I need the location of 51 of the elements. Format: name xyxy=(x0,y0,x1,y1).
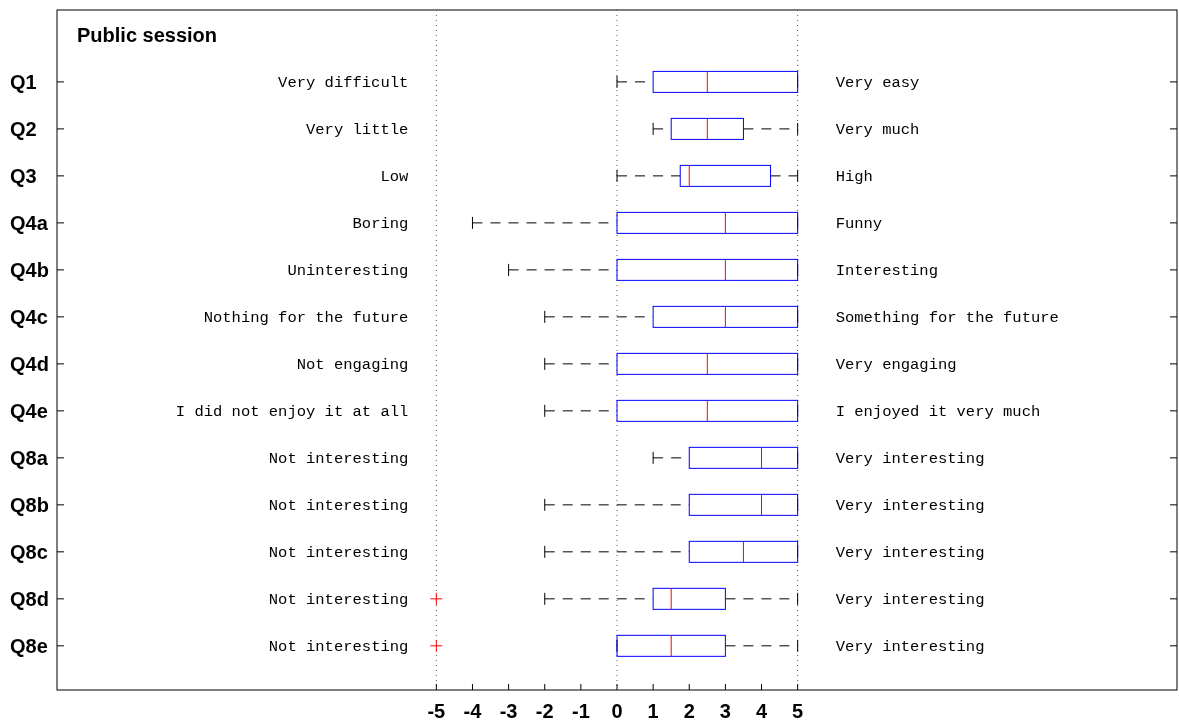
annotation: Not interesting xyxy=(268,496,409,515)
annotation: Not interesting xyxy=(268,449,409,468)
y-tick-label: Q3 xyxy=(10,164,37,187)
annotation: Very interesting xyxy=(835,590,985,609)
y-tick-label: Q4b xyxy=(10,258,49,281)
annotation: Very engaging xyxy=(835,355,957,374)
y-tick-label: Q8a xyxy=(10,446,49,469)
y-tick-label: Q8c xyxy=(10,540,48,563)
y-tick-label: Q4d xyxy=(10,352,49,375)
x-tick-label: 0 xyxy=(611,700,623,722)
annotation: Very much xyxy=(835,120,920,139)
x-tick-label: -3 xyxy=(499,700,518,722)
chart-title: Public session xyxy=(77,24,218,46)
annotation: High xyxy=(835,167,873,186)
y-tick-label: Q8b xyxy=(10,493,49,516)
y-tick-label: Q4c xyxy=(10,305,48,328)
x-tick-label: 2 xyxy=(683,700,695,722)
annotation: Interesting xyxy=(835,261,938,280)
annotation: Not engaging xyxy=(296,355,409,374)
annotation: Funny xyxy=(835,214,883,233)
annotation: Very interesting xyxy=(835,496,985,515)
annotation: Nothing for the future xyxy=(203,308,409,327)
y-tick-label: Q4a xyxy=(10,211,49,234)
y-tick-label: Q1 xyxy=(10,70,37,93)
annotation: Very interesting xyxy=(835,637,985,656)
x-tick-label: 5 xyxy=(792,700,804,722)
annotation: Not interesting xyxy=(268,590,409,609)
annotation: Low xyxy=(380,167,410,186)
x-tick-label: 3 xyxy=(719,700,731,722)
y-tick-label: Q8e xyxy=(10,634,48,657)
annotation: Very interesting xyxy=(835,543,985,562)
y-tick-label: Q8d xyxy=(10,587,49,610)
annotation: Something for the future xyxy=(835,308,1059,327)
annotation: Boring xyxy=(352,214,409,233)
x-tick-label: 4 xyxy=(755,700,768,722)
x-tick-label: -1 xyxy=(571,700,590,722)
annotation: Not interesting xyxy=(268,543,409,562)
y-tick-label: Q2 xyxy=(10,117,37,140)
x-tick-label: -2 xyxy=(535,700,554,722)
x-tick-label: -4 xyxy=(463,700,483,722)
annotation: Very interesting xyxy=(835,449,985,468)
annotation: Very difficult xyxy=(278,73,409,92)
annotation: Not interesting xyxy=(268,637,409,656)
annotation: I enjoyed it very much xyxy=(835,402,1041,421)
x-tick-label: -5 xyxy=(427,700,446,722)
annotation: Very easy xyxy=(835,73,920,92)
annotation: Very little xyxy=(306,120,409,139)
y-tick-label: Q4e xyxy=(10,399,48,422)
annotation: Uninteresting xyxy=(287,261,409,280)
annotation: I did not enjoy it at all xyxy=(175,402,409,421)
x-tick-label: 1 xyxy=(647,700,659,722)
